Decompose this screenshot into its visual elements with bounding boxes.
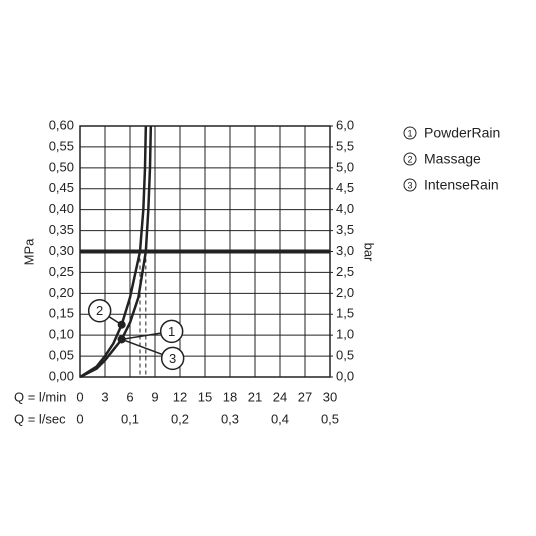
callout-label: 1 xyxy=(168,324,175,339)
x-tick-label: 0 xyxy=(76,389,83,404)
y-tick-label: 0,55 xyxy=(49,138,74,153)
y2-tick-label: 4,5 xyxy=(336,180,354,195)
callout-circle xyxy=(160,346,185,371)
x-tick-label: 3 xyxy=(101,389,108,404)
x-tick-label: 18 xyxy=(223,389,237,404)
y2-tick-label: 1,0 xyxy=(336,327,354,342)
legend-marker xyxy=(403,126,417,140)
y-tick-label: 0,25 xyxy=(49,264,74,279)
y2-tick-label: 6,0 xyxy=(336,117,354,132)
y-tick-label: 0,05 xyxy=(49,348,74,363)
y-tick-label: 0,40 xyxy=(49,201,74,216)
x-tick-label: 27 xyxy=(298,389,312,404)
y-tick-label: 0,00 xyxy=(49,368,74,383)
legend-marker xyxy=(403,152,417,166)
callout-label: 3 xyxy=(169,351,176,366)
x2-axis-label: Q = l/sec xyxy=(14,411,66,426)
legend-label: Massage xyxy=(424,151,481,167)
y-axis-label: MPa xyxy=(21,238,36,266)
y2-tick-label: 0,5 xyxy=(336,348,354,363)
y-tick-label: 0,15 xyxy=(49,306,74,321)
annotation-point xyxy=(117,335,126,344)
x-tick-label: 9 xyxy=(151,389,158,404)
legend-number: 3 xyxy=(407,180,412,190)
annotation-point xyxy=(117,320,126,329)
curve xyxy=(79,125,153,379)
x-axis-label: Q = l/min xyxy=(14,389,66,404)
curve xyxy=(79,125,148,379)
y2-tick-label: 1,5 xyxy=(336,306,354,321)
y2-tick-label: 5,5 xyxy=(336,138,354,153)
x-tick-label: 24 xyxy=(273,389,287,404)
y2-tick-label: 2,0 xyxy=(336,285,354,300)
legend-number: 2 xyxy=(407,154,412,164)
y2-tick-label: 4,0 xyxy=(336,201,354,216)
callout-label: 2 xyxy=(96,303,103,318)
legend-label: IntenseRain xyxy=(424,177,499,193)
legend-marker xyxy=(403,178,417,192)
x-tick-label: 15 xyxy=(198,389,212,404)
y2-tick-label: 0,0 xyxy=(336,368,354,383)
x-tick-label: 30 xyxy=(323,389,337,404)
y-tick-label: 0,20 xyxy=(49,285,74,300)
y-tick-label: 0,30 xyxy=(49,243,74,258)
callout-circle xyxy=(159,319,184,344)
y2-tick-label: 3,0 xyxy=(336,243,354,258)
legend-label: PowderRain xyxy=(424,125,500,141)
x2-tick-label: 0,4 xyxy=(271,411,289,426)
y-tick-label: 0,10 xyxy=(49,327,74,342)
y2-axis-label: bar xyxy=(362,243,377,262)
x2-tick-label: 0 xyxy=(76,411,83,426)
y-tick-label: 0,60 xyxy=(49,117,74,132)
x2-tick-label: 0,2 xyxy=(171,411,189,426)
y-tick-label: 0,35 xyxy=(49,222,74,237)
legend-number: 1 xyxy=(407,128,412,138)
callout-circle xyxy=(87,298,112,323)
y2-tick-label: 2,5 xyxy=(336,264,354,279)
x2-tick-label: 0,5 xyxy=(321,411,339,426)
y-tick-label: 0,50 xyxy=(49,159,74,174)
x-tick-label: 6 xyxy=(126,389,133,404)
x2-tick-label: 0,1 xyxy=(121,411,139,426)
x-tick-label: 21 xyxy=(248,389,262,404)
y2-tick-label: 5,0 xyxy=(336,159,354,174)
y-tick-label: 0,45 xyxy=(49,180,74,195)
y2-tick-label: 3,5 xyxy=(336,222,354,237)
x2-tick-label: 0,3 xyxy=(221,411,239,426)
x-tick-label: 12 xyxy=(173,389,187,404)
